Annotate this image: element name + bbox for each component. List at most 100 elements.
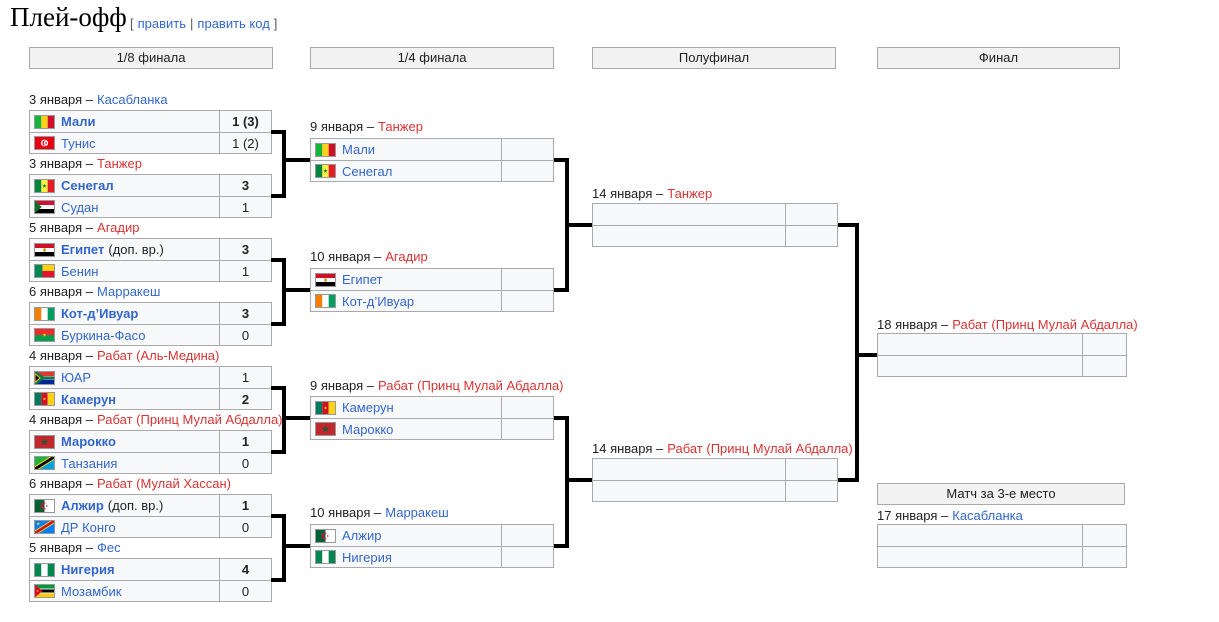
match-table: Алжир (доп. вр.) 1 ДР Конго 0 <box>29 494 272 538</box>
flag-senegal-icon <box>34 178 55 193</box>
flag-burkina-faso-icon <box>34 328 55 342</box>
bracket-connector-line <box>271 386 286 390</box>
match-label: 6 января – Рабат (Мулай Хассан) <box>29 476 231 491</box>
bracket-connector-line <box>554 158 569 162</box>
flag-egypt-icon <box>315 272 336 287</box>
score-cell: 1 <box>219 261 271 281</box>
score-cell <box>1082 525 1126 546</box>
team-link[interactable]: Камерун <box>342 400 394 415</box>
match-table: Сенегал 3 Судан 1 <box>29 174 272 218</box>
team-link[interactable]: Египет <box>61 242 105 257</box>
location-link[interactable]: Марракеш <box>97 284 161 299</box>
flag-nigeria-icon <box>34 562 55 577</box>
team-row: Алжир (доп. вр.) 1 <box>30 495 271 516</box>
flag-algeria-icon <box>34 498 55 513</box>
match-table: Марокко 1 Танзания 0 <box>29 430 272 474</box>
flag-south-africa-icon <box>34 370 55 385</box>
edit-bracket-open: [ <box>130 16 134 31</box>
location-link[interactable]: Касабланка <box>952 508 1023 523</box>
flag-morocco-icon <box>315 422 336 436</box>
score-cell <box>785 481 837 501</box>
team-row: Кот-д’Ивуар <box>311 290 553 311</box>
match-date: 5 января – <box>29 540 94 555</box>
flag-mali-icon <box>315 142 336 157</box>
match-date: 3 января – <box>29 156 94 171</box>
match-date: 10 января – <box>310 505 382 520</box>
team-row <box>878 334 1126 355</box>
team-link[interactable]: Буркина-Фасо <box>61 327 146 343</box>
team-link[interactable]: Судан <box>61 199 99 215</box>
round-header-sf: Полуфинал <box>592 47 836 69</box>
location-link[interactable]: Танжер <box>667 186 713 201</box>
team-link[interactable]: Кот-д’Ивуар <box>61 306 139 321</box>
edit-source-link[interactable]: править код <box>197 16 270 31</box>
flag-algeria-icon <box>315 528 336 543</box>
bracket-connector-line <box>554 544 569 548</box>
match-label: 17 января – Касабланка <box>877 508 1023 523</box>
team-row: Мали <box>311 139 553 160</box>
team-row <box>593 225 837 246</box>
match-label: 14 января – Рабат (Принц Мулай Абдалла) <box>592 441 853 456</box>
flag-mali-icon <box>34 114 55 129</box>
team-link[interactable]: Марокко <box>61 434 116 449</box>
team-link[interactable]: Алжир <box>61 498 104 513</box>
team-link[interactable]: Нигерия <box>342 549 392 565</box>
score-cell: 3 <box>219 239 271 260</box>
location-link[interactable]: Рабат (Мулай Хассан) <box>97 476 232 491</box>
score-cell: 2 <box>219 389 271 409</box>
team-row: Бенин 1 <box>30 260 271 281</box>
bracket-connector-line <box>565 223 592 227</box>
match-label: 3 января – Касабланка <box>29 92 168 107</box>
team-link[interactable]: Сенегал <box>342 163 393 179</box>
flag-nigeria-icon <box>315 550 336 564</box>
score-cell <box>501 269 553 290</box>
match-table: Нигерия 4 Мозамбик 0 <box>29 558 272 602</box>
location-link[interactable]: Рабат (Принц Мулай Абдалла) <box>952 317 1138 332</box>
team-row: Камерун <box>311 397 553 418</box>
location-link[interactable]: Касабланка <box>97 92 168 107</box>
team-link[interactable]: Нигерия <box>61 562 115 577</box>
match-date: 6 января – <box>29 284 94 299</box>
team-link[interactable]: Мозамбик <box>61 583 122 599</box>
match-label: 14 января – Танжер <box>592 186 712 201</box>
team-link[interactable]: Алжир <box>342 528 382 543</box>
location-link[interactable]: Агадир <box>385 249 428 264</box>
location-link[interactable]: Танжер <box>97 156 142 171</box>
team-row: Буркина-Фасо 0 <box>30 324 271 345</box>
team-row: ДР Конго 0 <box>30 516 271 537</box>
location-link[interactable]: Танжер <box>378 119 423 134</box>
match-table: Египет Кот-д’Ивуар <box>310 268 554 312</box>
bracket-connector-line <box>282 130 286 198</box>
flag-senegal-icon <box>315 164 336 178</box>
location-link[interactable]: Рабат (Принц Мулай Абдалла) <box>667 441 853 456</box>
edit-link[interactable]: править <box>137 16 187 31</box>
team-link[interactable]: Тунис <box>61 135 96 151</box>
bracket-connector-line <box>855 353 877 357</box>
match-label: 9 января – Танжер <box>310 119 423 134</box>
team-link[interactable]: ЮАР <box>61 370 92 385</box>
location-link[interactable]: Рабат (Принц Мулай Абдалла) <box>378 378 564 393</box>
team-link[interactable]: Танзания <box>61 455 118 471</box>
location-link[interactable]: Марракеш <box>385 505 449 520</box>
team-link[interactable]: ДР Конго <box>61 519 116 535</box>
flag-egypt-icon <box>34 242 55 257</box>
bracket-connector-line <box>282 288 310 292</box>
location-link[interactable]: Агадир <box>97 220 140 235</box>
score-cell: 1 <box>219 367 271 388</box>
team-link[interactable]: Сенегал <box>61 178 114 193</box>
team-row: Сенегал 3 <box>30 175 271 196</box>
team-link[interactable]: Мали <box>342 142 376 157</box>
location-link[interactable]: Рабат (Принц Мулай Абдалла) <box>97 412 283 427</box>
match-table <box>592 203 838 247</box>
flag-mozambique-icon <box>34 584 55 598</box>
match-date: 3 января – <box>29 92 94 107</box>
team-link[interactable]: Марокко <box>342 421 394 437</box>
match-date: 14 января – <box>592 441 664 456</box>
team-link[interactable]: Бенин <box>61 263 99 279</box>
team-link[interactable]: Мали <box>61 114 96 129</box>
team-link[interactable]: Египет <box>342 272 383 287</box>
team-link[interactable]: Кот-д’Ивуар <box>342 293 415 309</box>
team-link[interactable]: Камерун <box>61 391 117 407</box>
location-link[interactable]: Рабат (Аль-Медина) <box>97 348 220 363</box>
location-link[interactable]: Фес <box>97 540 121 555</box>
